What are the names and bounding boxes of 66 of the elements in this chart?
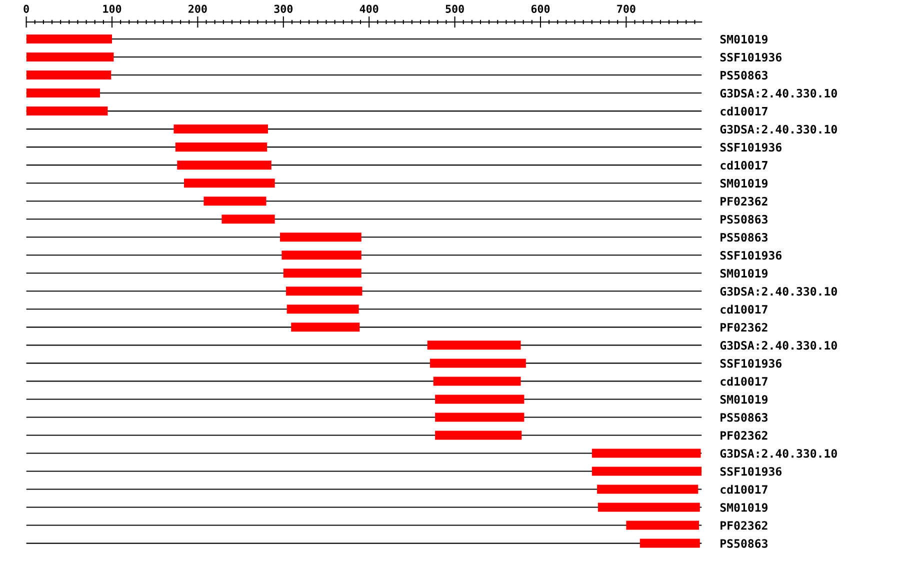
bar bbox=[435, 394, 524, 404]
y-tick-label: SM01019 bbox=[720, 395, 768, 404]
y-tick-label: PS50863 bbox=[720, 539, 768, 548]
y-tick-label: cd10017 bbox=[720, 304, 768, 314]
bar bbox=[280, 232, 362, 242]
y-tick-label: SM01019 bbox=[720, 178, 768, 188]
x-tick-label: 0 bbox=[24, 4, 29, 13]
y-tick-label: SSF101936 bbox=[720, 250, 782, 260]
x-tick-label: 200 bbox=[188, 4, 207, 13]
bar bbox=[26, 52, 114, 62]
y-tick-label: cd10017 bbox=[720, 484, 768, 494]
x-tick-label: 400 bbox=[360, 4, 378, 13]
bar bbox=[174, 124, 268, 134]
bar bbox=[26, 88, 100, 98]
bar bbox=[626, 520, 700, 530]
bar bbox=[597, 484, 698, 494]
bar bbox=[640, 538, 700, 548]
bar bbox=[286, 304, 359, 314]
bar bbox=[204, 196, 266, 206]
y-tick-label: SM01019 bbox=[720, 34, 768, 44]
bar bbox=[433, 376, 521, 386]
bar bbox=[26, 34, 112, 44]
y-tick-label: G3DSA:2.40.330.10 bbox=[720, 88, 837, 98]
bar bbox=[177, 160, 272, 170]
x-tick-label: 300 bbox=[274, 4, 293, 13]
bar bbox=[286, 286, 362, 296]
y-tick-label: SM01019 bbox=[720, 503, 768, 512]
bar bbox=[435, 430, 522, 440]
y-tick-label: G3DSA:2.40.330.10 bbox=[720, 124, 837, 134]
y-tick-label: cd10017 bbox=[720, 106, 768, 116]
bar bbox=[26, 106, 108, 116]
y-tick-label: PS50863 bbox=[720, 214, 768, 224]
x-tick-label: 700 bbox=[617, 4, 636, 13]
y-tick-label: SSF101936 bbox=[720, 52, 782, 62]
y-tick-label: G3DSA:2.40.330.10 bbox=[720, 341, 837, 350]
bar bbox=[427, 340, 521, 350]
y-tick-label: cd10017 bbox=[720, 160, 768, 170]
bar bbox=[598, 502, 700, 512]
y-tick-label: SSF101936 bbox=[720, 142, 782, 152]
y-tick-label: PF02362 bbox=[720, 521, 768, 530]
y-tick-label: PF02362 bbox=[720, 431, 768, 440]
y-tick-label: SSF101936 bbox=[720, 467, 782, 476]
bar bbox=[291, 322, 360, 332]
y-tick-label: PF02362 bbox=[720, 196, 768, 206]
bar bbox=[430, 358, 526, 368]
y-tick-label: PS50863 bbox=[720, 70, 768, 80]
bar bbox=[283, 268, 362, 278]
x-tick-label: 100 bbox=[103, 4, 122, 13]
bar bbox=[592, 466, 702, 476]
bar bbox=[435, 412, 524, 422]
bar bbox=[184, 178, 275, 188]
y-tick-label: PS50863 bbox=[720, 232, 768, 242]
y-tick-label: SSF101936 bbox=[720, 359, 782, 368]
bar bbox=[222, 214, 275, 224]
x-tick-label: 600 bbox=[531, 4, 550, 13]
bar bbox=[26, 70, 112, 80]
y-tick-label: SM01019 bbox=[720, 268, 768, 278]
y-tick-label: cd10017 bbox=[720, 376, 768, 386]
bar bbox=[592, 448, 701, 458]
bar bbox=[282, 250, 362, 260]
y-tick-label: G3DSA:2.40.330.10 bbox=[720, 286, 837, 296]
x-tick-label: 500 bbox=[446, 4, 464, 13]
y-tick-label: G3DSA:2.40.330.10 bbox=[720, 449, 837, 458]
y-tick-label: PF02362 bbox=[720, 322, 768, 332]
y-tick-label: PS50863 bbox=[720, 413, 768, 422]
bar bbox=[175, 142, 268, 152]
